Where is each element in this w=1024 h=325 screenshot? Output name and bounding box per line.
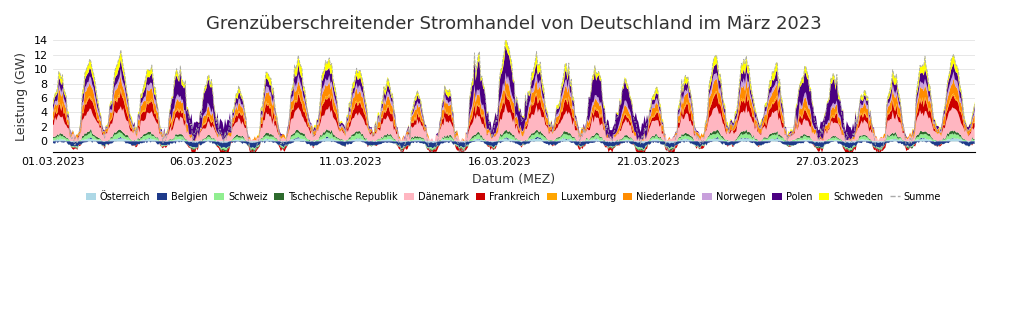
X-axis label: Datum (MEZ): Datum (MEZ) xyxy=(472,173,555,186)
Y-axis label: Leistung (GW): Leistung (GW) xyxy=(15,52,28,141)
Legend: Österreich, Belgien, Schweiz, Tschechische Republik, Dänemark, Frankreich, Luxem: Österreich, Belgien, Schweiz, Tschechisc… xyxy=(82,188,945,206)
Title: Grenzüberschreitender Stromhandel von Deutschland im März 2023: Grenzüberschreitender Stromhandel von De… xyxy=(206,15,821,33)
